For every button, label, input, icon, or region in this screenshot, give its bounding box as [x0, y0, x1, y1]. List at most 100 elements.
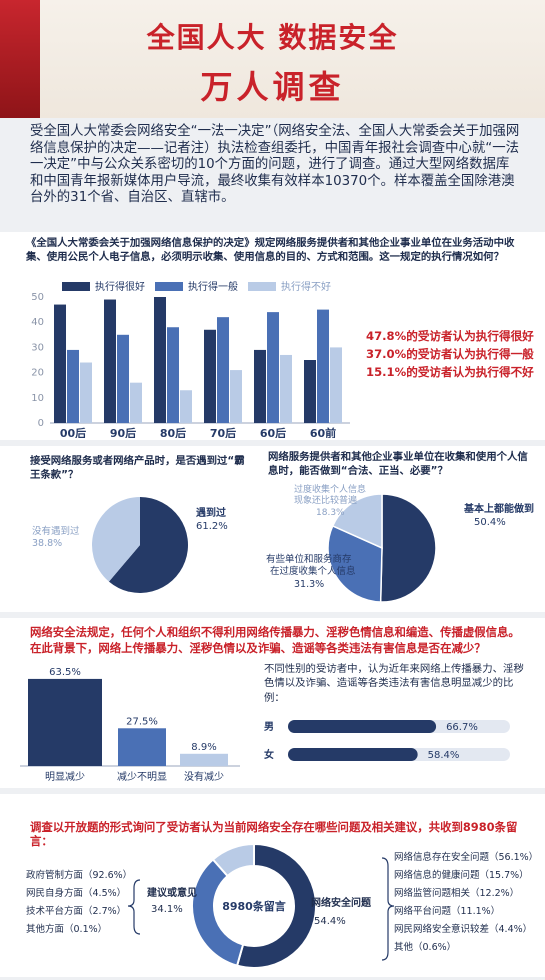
section3-question: 网络安全法规定，任何个人和组织不得利用网络传播暴力、淫秽色情信息和编造、传播虚假… — [30, 625, 520, 656]
pie-value: 50.4% — [474, 517, 506, 528]
pie-slice-yes — [108, 497, 189, 593]
pie-value: 31.3% — [294, 579, 324, 590]
title-line1: 全国人大 数据安全 — [146, 21, 399, 54]
bar-执行得不好 — [230, 370, 242, 423]
section-3: 网络安全法规定，任何个人和组织不得利用网络传播暴力、淫秽色情信息和编造、传播虚假… — [0, 618, 545, 788]
pie-slice — [327, 524, 383, 603]
right-value: 54.4% — [314, 916, 346, 927]
data-label: 58.4% — [428, 750, 460, 761]
y-tick-label: 男 — [264, 721, 274, 733]
intro-text: 受全国人大常委会网络安全“一法一决定”（网络安全法、全国人大常委会关于加强网络信… — [30, 124, 520, 206]
x-tick-label: 70后 — [210, 426, 236, 438]
header-banner: 全国人大 数据安全 万人调查 — [0, 0, 545, 118]
left-brace — [127, 879, 141, 935]
bar-执行得不好 — [280, 354, 292, 423]
y-tick-label: 女 — [264, 748, 274, 761]
x-tick-label: 90后 — [110, 426, 136, 438]
donut-slice — [211, 842, 255, 878]
legend-swatch — [155, 282, 183, 291]
bar — [118, 728, 166, 766]
bar-执行得不好 — [80, 362, 92, 423]
right-item: 网络信息存在安全问题（56.1%） — [394, 852, 539, 863]
x-tick-label: 没有减少 — [184, 770, 224, 783]
right-brace — [381, 857, 395, 961]
bar-chart-age: 0 10 20 30 40 50 00后 90后 80后 70后 60后 60前 执行得很好 执行得一般 执… — [31, 280, 350, 438]
pie-slice — [331, 493, 383, 550]
pie-value: 38.8% — [32, 538, 62, 549]
donut-center-label: 8980条留言 — [222, 899, 286, 913]
y-tick-label: 10 — [31, 393, 44, 404]
flag-decoration — [0, 0, 40, 118]
y-tick-label: 40 — [31, 317, 44, 328]
bar-chart-gender: 男 66.7% 女 58.4% — [264, 720, 510, 761]
y-tick-label: 20 — [31, 368, 44, 379]
pie-label: 过度收集个人信息 — [294, 483, 366, 495]
section2-question-left: 接受网络服务或者网络产品时，是否遇到过“霸王条款”？ — [30, 455, 245, 482]
right-item: 网络平台问题（11.1%） — [394, 906, 501, 917]
bar-执行得一般 — [117, 334, 129, 423]
pie-label: 有些单位和服务商存 — [266, 553, 352, 565]
right-label: 网络安全问题 — [311, 898, 371, 909]
bar-执行得很好 — [204, 329, 216, 423]
stat-good: 47.8%的受访者认为执行得很好 — [366, 329, 534, 343]
bar-执行得不好 — [330, 347, 342, 423]
bar — [180, 753, 228, 766]
data-label: 63.5% — [49, 667, 81, 678]
x-tick-label: 80后 — [160, 426, 186, 438]
legend-swatch — [62, 282, 90, 291]
x-tick-label: 明显减少 — [45, 771, 85, 783]
section3-question-right: 不同性别的受访者中，认为近年来网络上传播暴力、淫秽色情以及诈骗、造谣等各类违法有… — [264, 663, 524, 704]
bar-执行得不好 — [130, 382, 142, 423]
section4-question: 调查以开放题的形式询问了受访者认为当前网络安全存在哪些问题及相关建议，共收到89… — [30, 820, 518, 849]
left-item: 技术平台方面（2.7%） — [26, 906, 127, 917]
legend-label: 执行得不好 — [281, 280, 331, 293]
left-item: 政府管制方面（92.6%） — [26, 870, 133, 881]
right-item: 网络信息的健康问题（15.7%） — [394, 870, 529, 881]
bar-执行得很好 — [104, 299, 116, 423]
donut-slice — [235, 842, 317, 969]
stat-bad: 15.1%的受访者认为执行得不好 — [366, 365, 534, 379]
section-2: 接受网络服务或者网络产品时，是否遇到过“霸王条款”？ 网络服务提供者和其他企业事… — [0, 446, 545, 612]
section-1: 《全国人大常委会关于加强网络信息保护的决定》规定网络服务提供者和其他企业事业单位… — [0, 232, 545, 440]
bar — [28, 678, 102, 766]
left-item: 其他方面（0.1%） — [26, 924, 108, 935]
legend-label: 执行得很好 — [95, 280, 145, 293]
pie-label: 基本上都能做到 — [463, 502, 534, 515]
section1-stats: 47.8%的受访者认为执行得很好 37.0%的受访者认为执行得一般 15.1%的… — [366, 327, 541, 381]
bar-执行得很好 — [154, 297, 166, 423]
bar — [288, 748, 418, 761]
right-item: 网络监管问题相关（12.2%） — [394, 888, 520, 899]
data-label: 66.7% — [446, 722, 478, 733]
bar-执行得很好 — [54, 304, 66, 423]
bar-执行得一般 — [317, 309, 329, 423]
stat-average: 37.0%的受访者认为执行得一般 — [366, 347, 534, 361]
y-tick-label: 50 — [31, 292, 44, 303]
left-value: 34.1% — [151, 904, 183, 915]
bar-执行得不好 — [180, 390, 192, 423]
left-item: 网民自身方面（4.5%） — [26, 888, 127, 899]
bar-执行得一般 — [267, 312, 279, 423]
legend-label: 执行得一般 — [188, 280, 238, 293]
data-label: 8.9% — [191, 742, 216, 753]
bar-执行得一般 — [67, 349, 79, 423]
bar-执行得很好 — [304, 360, 316, 423]
left-items-list: 政府管制方面（92.6%） 网民自身方面（4.5%） 技术平台方面（2.7%） … — [26, 870, 176, 936]
pie-label: 遇到过 — [196, 506, 226, 519]
bar-执行得一般 — [217, 317, 229, 423]
bar-执行得一般 — [167, 327, 179, 423]
pie-label: 现象还比较普遍 — [294, 494, 357, 506]
x-tick-label: 00后 — [60, 426, 86, 438]
pie-slice — [379, 493, 437, 603]
x-tick-label: 60后 — [260, 426, 286, 438]
donut-chart-messages: 8980条留言 — [127, 842, 395, 969]
x-tick-label: 60前 — [310, 426, 336, 438]
pie-label: 在过度收集个人信息 — [270, 565, 356, 577]
title-line2: 万人调查 — [200, 68, 345, 106]
left-label: 建议或意见 — [147, 888, 197, 899]
bar — [288, 720, 437, 733]
section1-question: 《全国人大常委会关于加强网络信息保护的决定》规定网络服务提供者和其他企业事业单位… — [26, 237, 515, 264]
pie-label: 没有遇到过 — [32, 525, 80, 537]
section-4: 调查以开放题的形式询问了受访者认为当前网络安全存在哪些问题及相关建议，共收到89… — [0, 794, 545, 977]
